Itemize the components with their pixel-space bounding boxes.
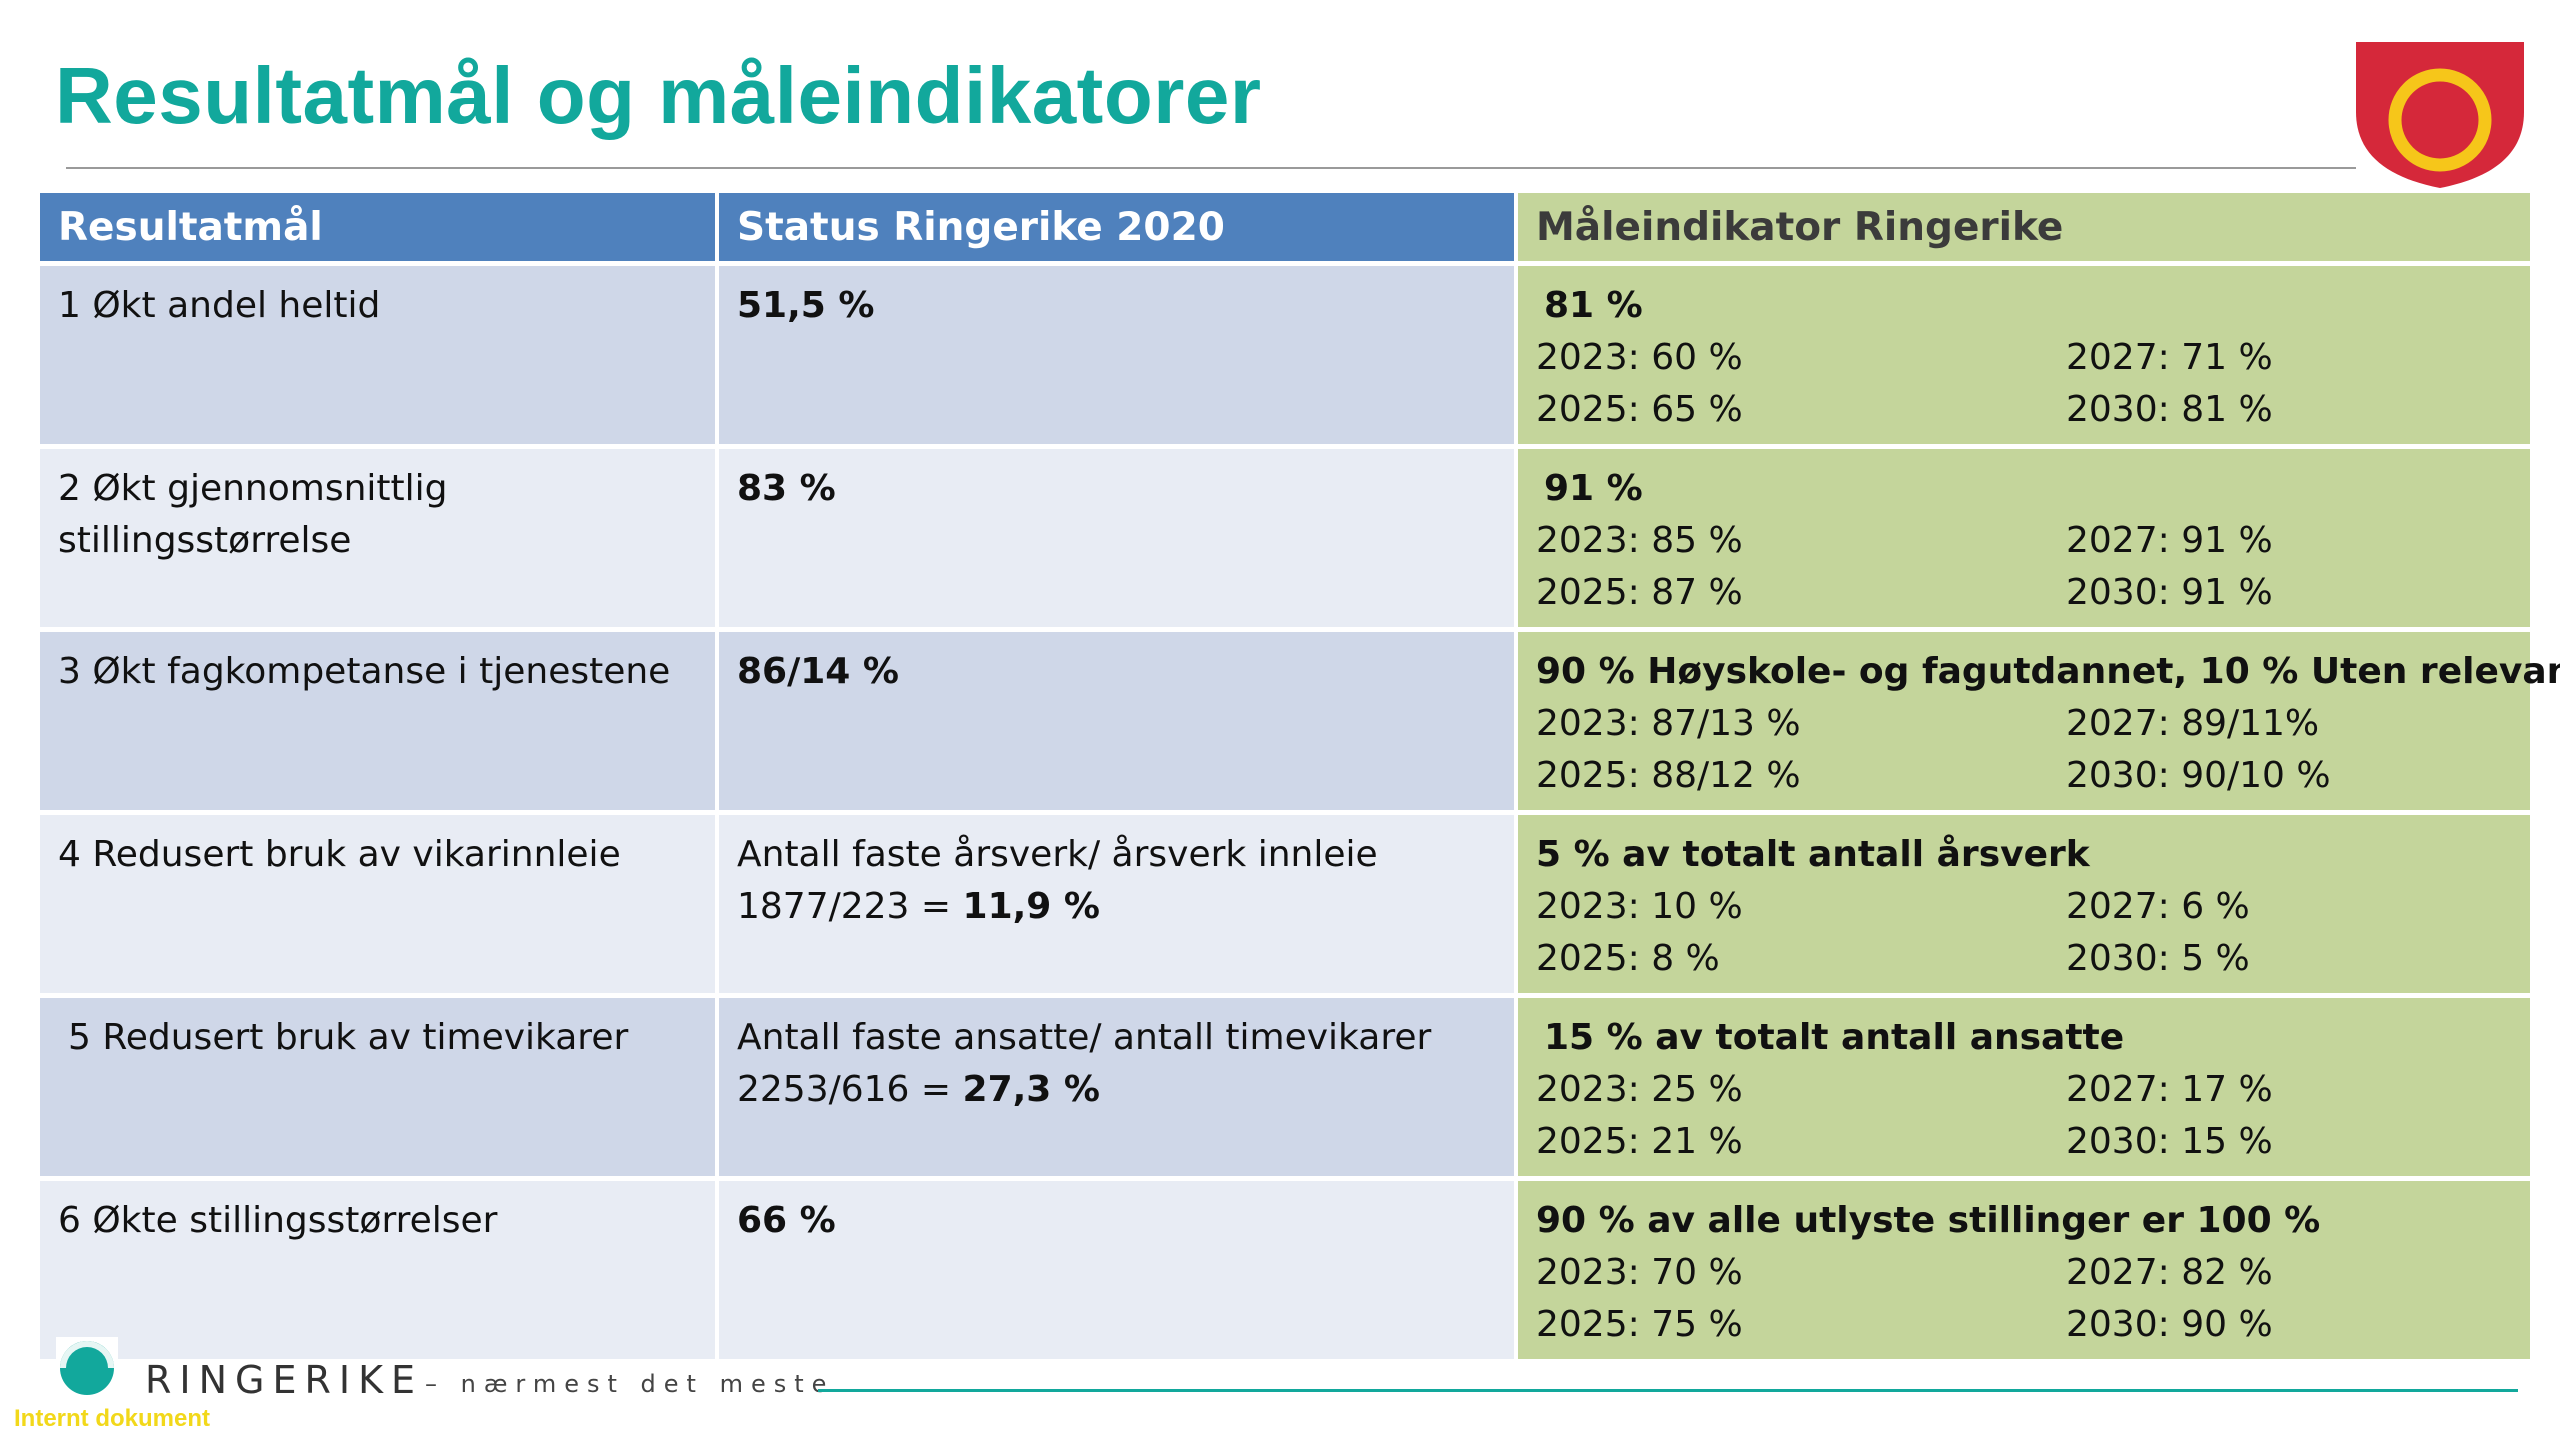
- status-value: 11,9 %: [962, 886, 1100, 927]
- year-targets: 2023: 85 % 2027: 91 % 2025: 87 % 2030: 9…: [1536, 515, 2512, 619]
- header-resultatmal: Resultatmål: [40, 193, 715, 261]
- year-target: 2030: 91 %: [2066, 572, 2273, 613]
- status-cell: Antall faste ansatte/ antall timevikarer…: [719, 998, 1514, 1176]
- target-value: 90 % Høyskole- og fagutdannet, 10 % Uten…: [1536, 651, 2560, 692]
- goal-text: 5 Redusert bruk av timevikarer: [68, 1017, 629, 1058]
- year-target: 2025: 8 %: [1536, 938, 1720, 979]
- status-formula: 2253/616 =: [737, 1069, 963, 1110]
- year-target: 2027: 6 %: [2066, 886, 2250, 927]
- coat-of-arms-icon: [2356, 42, 2524, 188]
- indicator-cell: 81 % 2023: 60 % 2027: 71 % 2025: 65 % 20…: [1518, 266, 2530, 444]
- header-status: Status Ringerike 2020: [719, 193, 1514, 261]
- brand-tagline: – nærmest det meste: [425, 1370, 835, 1398]
- target-value: 90 % av alle utlyste stillinger er 100 %: [1536, 1200, 2321, 1241]
- target-value: 91 %: [1544, 468, 1643, 509]
- goal-cell: 5 Redusert bruk av timevikarer: [40, 998, 715, 1176]
- indicator-cell: 91 % 2023: 85 % 2027: 91 % 2025: 87 % 20…: [1518, 449, 2530, 627]
- status-calculation: 2253/616 = 27,3 %: [737, 1064, 1496, 1116]
- status-value: 83 %: [737, 468, 836, 509]
- status-value: 51,5 %: [737, 285, 875, 326]
- year-target: 2030: 90 %: [2066, 1304, 2273, 1345]
- status-cell: 86/14 %: [719, 632, 1514, 810]
- year-targets: 2023: 70 % 2027: 82 % 2025: 75 % 2030: 9…: [1536, 1247, 2512, 1351]
- status-calculation: 1877/223 = 11,9 %: [737, 881, 1496, 933]
- status-description: Antall faste ansatte/ antall timevikarer: [737, 1017, 1432, 1058]
- year-target: 2030: 90/10 %: [2066, 755, 2331, 796]
- title-divider: [66, 167, 2356, 169]
- year-target: 2023: 25 %: [1536, 1069, 1743, 1110]
- indicator-cell: 15 % av totalt antall ansatte 2023: 25 %…: [1518, 998, 2530, 1176]
- table-row: 6 Økte stillingsstørrelser 66 % 90 % av …: [40, 1181, 2530, 1359]
- status-value: 27,3 %: [962, 1069, 1100, 1110]
- year-targets: 2023: 87/13 % 2027: 89/11% 2025: 88/12 %…: [1536, 698, 2512, 802]
- year-target: 2025: 75 %: [1536, 1304, 1743, 1345]
- table-row: 5 Redusert bruk av timevikarer Antall fa…: [40, 998, 2530, 1176]
- goal-text: 2 Økt gjennomsnittlig stillingsstørrelse: [58, 468, 448, 561]
- goal-cell: 6 Økte stillingsstørrelser: [40, 1181, 715, 1359]
- year-target: 2023: 85 %: [1536, 520, 1743, 561]
- year-target: 2027: 82 %: [2066, 1252, 2273, 1293]
- target-value: 81 %: [1544, 285, 1643, 326]
- indicator-cell: 90 % av alle utlyste stillinger er 100 %…: [1518, 1181, 2530, 1359]
- status-formula: 1877/223 =: [737, 886, 963, 927]
- year-targets: 2023: 60 % 2027: 71 % 2025: 65 % 2030: 8…: [1536, 332, 2512, 436]
- year-target: 2030: 15 %: [2066, 1121, 2273, 1162]
- status-description: Antall faste årsverk/ årsverk innleie: [737, 834, 1378, 875]
- year-targets: 2023: 25 % 2027: 17 % 2025: 21 % 2030: 1…: [1536, 1064, 2512, 1168]
- status-cell: 51,5 %: [719, 266, 1514, 444]
- goal-cell: 2 Økt gjennomsnittlig stillingsstørrelse: [40, 449, 715, 627]
- year-target: 2023: 60 %: [1536, 337, 1743, 378]
- year-target: 2027: 91 %: [2066, 520, 2273, 561]
- year-target: 2030: 5 %: [2066, 938, 2250, 979]
- year-target: 2025: 88/12 %: [1536, 755, 1801, 796]
- status-value: 86/14 %: [737, 651, 899, 692]
- goal-text: 4 Redusert bruk av vikarinnleie: [58, 834, 621, 875]
- year-target: 2025: 21 %: [1536, 1121, 1743, 1162]
- year-target: 2030: 81 %: [2066, 389, 2273, 430]
- goal-cell: 4 Redusert bruk av vikarinnleie: [40, 815, 715, 993]
- table-row: 1 Økt andel heltid 51,5 % 81 % 2023: 60 …: [40, 266, 2530, 444]
- header-maleindikator: Måleindikator Ringerike: [1518, 193, 2530, 261]
- goal-cell: 3 Økt fagkompetanse i tjenestene: [40, 632, 715, 810]
- goal-cell: 1 Økt andel heltid: [40, 266, 715, 444]
- target-value: 5 % av totalt antall årsverk: [1536, 834, 2090, 875]
- year-target: 2023: 10 %: [1536, 886, 1743, 927]
- indicator-cell: 5 % av totalt antall årsverk 2023: 10 % …: [1518, 815, 2530, 993]
- goal-text: 3 Økt fagkompetanse i tjenestene: [58, 651, 671, 692]
- year-target: 2027: 17 %: [2066, 1069, 2273, 1110]
- year-target: 2027: 89/11%: [2066, 703, 2320, 744]
- indicator-cell: 90 % Høyskole- og fagutdannet, 10 % Uten…: [1518, 632, 2560, 810]
- year-target: 2023: 87/13 %: [1536, 703, 1801, 744]
- ringerike-logo-icon: [56, 1337, 118, 1399]
- table-row: 4 Redusert bruk av vikarinnleie Antall f…: [40, 815, 2530, 993]
- table-row: 2 Økt gjennomsnittlig stillingsstørrelse…: [40, 449, 2530, 627]
- year-target: 2025: 65 %: [1536, 389, 1743, 430]
- target-value: 15 % av totalt antall ansatte: [1544, 1017, 2125, 1058]
- status-value: 66 %: [737, 1200, 836, 1241]
- goal-text: 1 Økt andel heltid: [58, 285, 381, 326]
- status-cell: 66 %: [719, 1181, 1514, 1359]
- goal-text: 6 Økte stillingsstørrelser: [58, 1200, 498, 1241]
- year-target: 2023: 70 %: [1536, 1252, 1743, 1293]
- table-header-row: Resultatmål Status Ringerike 2020 Målein…: [40, 193, 2530, 261]
- results-table: Resultatmål Status Ringerike 2020 Målein…: [36, 188, 2560, 1364]
- year-targets: 2023: 10 % 2027: 6 % 2025: 8 % 2030: 5 %: [1536, 881, 2512, 985]
- footer-divider: [818, 1389, 2518, 1392]
- year-target: 2027: 71 %: [2066, 337, 2273, 378]
- status-cell: Antall faste årsverk/ årsverk innleie 18…: [719, 815, 1514, 993]
- table-row: 3 Økt fagkompetanse i tjenestene 86/14 %…: [40, 632, 2560, 810]
- year-target: 2025: 87 %: [1536, 572, 1743, 613]
- status-cell: 83 %: [719, 449, 1514, 627]
- brand-name: RINGERIKE: [145, 1358, 424, 1402]
- internal-document-label: Internt dokument: [14, 1405, 210, 1432]
- page-title: Resultatmål og måleindikatorer: [55, 51, 1262, 140]
